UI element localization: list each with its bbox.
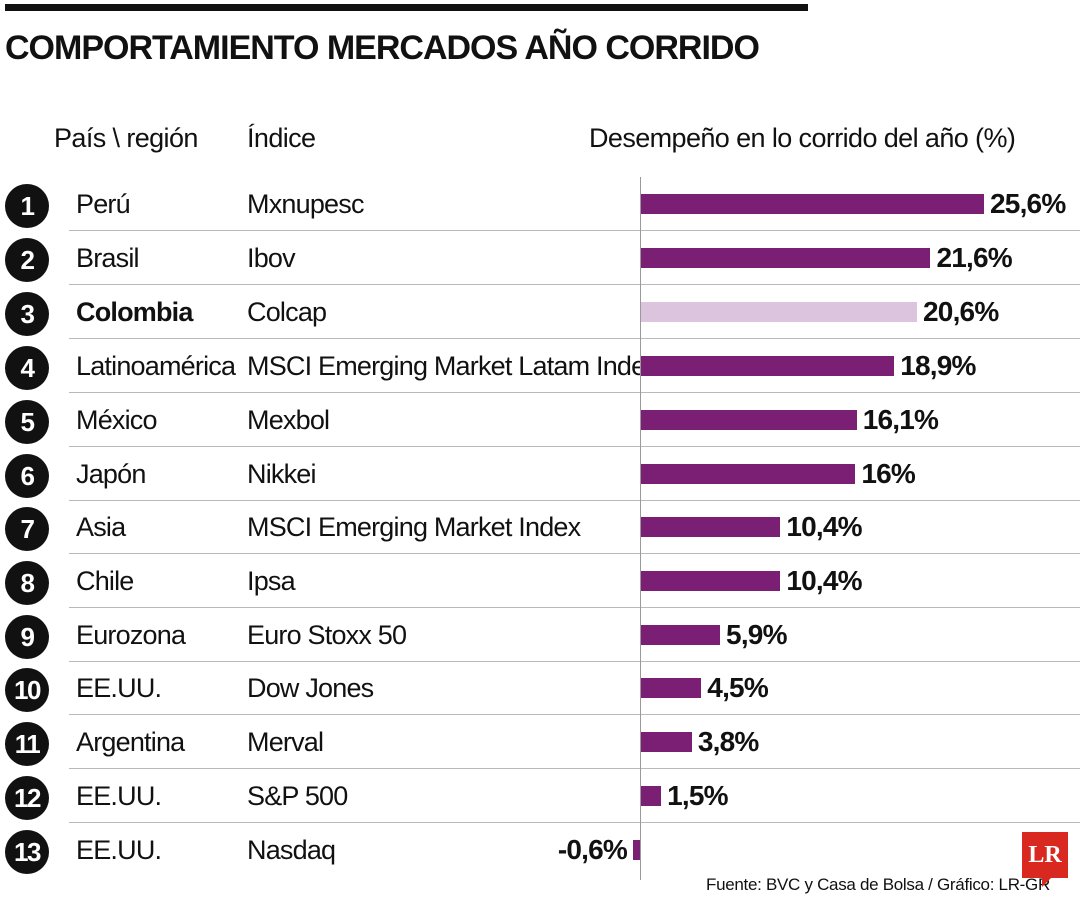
row-separator <box>69 714 1080 715</box>
lr-logo-tail <box>1042 878 1051 887</box>
value-bar <box>641 571 781 591</box>
table-row: 7 Asia MSCI Emerging Market Index 10,4% <box>0 500 1080 554</box>
rank-badge: 7 <box>5 507 49 551</box>
index-label: Euro Stoxx 50 <box>247 620 407 650</box>
index-label: Colcap <box>247 297 327 327</box>
rank-badge: 1 <box>5 184 49 228</box>
value-bar <box>641 678 702 698</box>
rank-badge: 13 <box>5 830 49 874</box>
row-separator <box>69 446 1080 447</box>
value-label: 16% <box>861 458 916 489</box>
value-bar <box>641 302 918 322</box>
table-row: 5 México Mexbol 16,1% <box>0 393 1080 447</box>
index-label: Mexbol <box>247 405 330 435</box>
index-label: Nikkei <box>247 459 317 489</box>
index-label: MSCI Emerging Market Latam Index <box>247 351 659 381</box>
table-row: 12 EE.UU. S&P 500 1,5% <box>0 769 1080 823</box>
value-label: 4,5% <box>707 672 768 703</box>
rank-badge: 6 <box>5 454 49 498</box>
value-bar <box>641 625 721 645</box>
value-bar <box>641 410 857 430</box>
value-bar <box>641 248 931 268</box>
value-label: 18,9% <box>900 350 976 381</box>
country-label: Perú <box>76 189 131 219</box>
row-separator <box>69 500 1080 501</box>
value-label: 20,6% <box>923 296 999 327</box>
rank-badge: 3 <box>5 292 49 336</box>
index-label: MSCI Emerging Market Index <box>247 512 581 542</box>
row-separator <box>69 230 1080 231</box>
value-label: 25,6% <box>990 188 1066 219</box>
country-label: Brasil <box>76 243 140 273</box>
table-row: 11 Argentina Merval 3,8% <box>0 715 1080 769</box>
country-label: Japón <box>76 459 146 489</box>
value-label: 3,8% <box>697 726 759 757</box>
value-label: 16,1% <box>862 404 939 435</box>
lr-logo: LR <box>1022 832 1068 878</box>
value-label: -0,6% <box>557 834 628 865</box>
table-row: 6 Japón Nikkei 16% <box>0 447 1080 501</box>
row-separator <box>69 338 1080 339</box>
rank-badge: 10 <box>5 668 49 712</box>
country-label: Argentina <box>76 727 185 757</box>
header-index: Índice <box>247 123 316 153</box>
table-row: 4 Latinoamérica MSCI Emerging Market Latam… <box>0 339 1080 393</box>
rank-badge: 5 <box>5 400 49 444</box>
value-label: 21,6% <box>936 242 1012 273</box>
row-separator <box>69 768 1080 769</box>
row-separator <box>69 822 1080 823</box>
country-label: Chile <box>76 566 134 596</box>
top-rule <box>5 4 808 11</box>
value-label: 10,4% <box>786 511 862 542</box>
table-row: 3 Colombia Colcap 20,6% <box>0 285 1080 339</box>
table-row: 2 Brasil Ibov 21,6% <box>0 231 1080 285</box>
table-row: 13 EE.UU. Nasdaq -0,6% <box>0 823 1080 877</box>
index-label: Merval <box>247 727 324 757</box>
rank-badge: 4 <box>5 346 49 390</box>
rank-badge: 2 <box>5 238 49 282</box>
row-separator <box>69 392 1080 393</box>
value-bar <box>641 517 781 537</box>
value-bar <box>641 786 662 806</box>
value-bar <box>641 194 985 214</box>
chart-title: COMPORTAMIENTO MERCADOS AÑO CORRIDO <box>5 29 760 67</box>
zero-axis-line <box>640 177 641 880</box>
rank-badge: 11 <box>5 722 49 766</box>
source-note: Fuente: BVC y Casa de Bolsa / Gráfico: L… <box>706 875 1050 894</box>
value-label: 5,9% <box>726 619 787 650</box>
index-label: Dow Jones <box>247 673 374 703</box>
rank-badge: 9 <box>5 615 49 659</box>
value-label: 10,4% <box>786 565 862 596</box>
row-separator <box>69 284 1080 285</box>
value-bar <box>632 840 641 860</box>
table-row: 10 EE.UU. Dow Jones 4,5% <box>0 661 1080 715</box>
header-country: País \ región <box>54 123 198 153</box>
row-separator <box>69 661 1080 662</box>
country-label: EE.UU. <box>76 835 162 865</box>
value-bar <box>641 356 895 376</box>
value-bar <box>641 464 856 484</box>
index-label: Ibov <box>247 243 296 273</box>
table-row: 1 Perú Mxnupesc 25,6% <box>0 177 1080 231</box>
value-label: 1,5% <box>667 780 728 811</box>
index-label: S&P 500 <box>247 781 348 811</box>
table-row: 8 Chile Ipsa 10,4% <box>0 554 1080 608</box>
row-separator <box>69 553 1080 554</box>
index-label: Ipsa <box>247 566 296 596</box>
country-label: Colombia <box>76 297 193 327</box>
index-label: Mxnupesc <box>247 189 364 219</box>
country-label: Latinoamérica <box>76 351 236 381</box>
table-row: 9 Eurozona Euro Stoxx 50 5,9% <box>0 608 1080 662</box>
country-label: EE.UU. <box>76 673 162 703</box>
country-label: Eurozona <box>76 620 186 650</box>
country-label: Asia <box>76 512 126 542</box>
header-performance: Desempeño en lo corrido del año (%) <box>589 123 1016 153</box>
rank-badge: 8 <box>5 561 49 605</box>
index-label: Nasdaq <box>247 835 336 865</box>
value-bar <box>641 732 692 752</box>
country-label: México <box>76 405 158 435</box>
country-label: EE.UU. <box>76 781 162 811</box>
rank-badge: 12 <box>5 776 49 820</box>
row-separator <box>69 607 1080 608</box>
